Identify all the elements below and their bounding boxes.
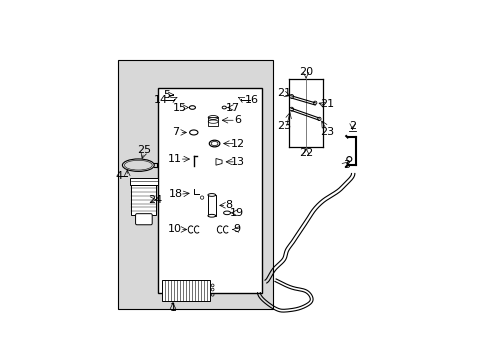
Text: 16: 16 [244,95,258,105]
Bar [207,195,215,216]
Bar [208,117,218,126]
Text: 25: 25 [137,145,151,155]
Text: 23: 23 [276,121,290,131]
Text: 18: 18 [168,189,183,199]
Ellipse shape [207,214,215,217]
Bar [131,185,156,215]
Text: 20: 20 [298,67,312,77]
Text: 4: 4 [116,171,122,181]
Text: 15: 15 [173,103,186,113]
Text: 3: 3 [342,160,349,170]
Text: 7: 7 [172,127,179,138]
Text: 2: 2 [348,121,355,131]
Text: 12: 12 [231,139,244,149]
Text: 21: 21 [320,99,334,109]
Text: 17: 17 [225,103,240,113]
Text: 19: 19 [230,208,244,218]
Text: 23: 23 [320,127,334,137]
Bar [117,60,272,309]
Bar [130,177,158,185]
Ellipse shape [207,194,215,196]
Text: 8: 8 [224,201,231,210]
Text: 13: 13 [231,157,244,167]
Bar [162,280,210,301]
Bar [158,87,261,293]
Text: 11: 11 [168,154,182,164]
Text: 21: 21 [276,87,290,98]
Text: 10: 10 [168,225,182,234]
Text: 14: 14 [154,95,168,105]
Text: 6: 6 [234,115,241,125]
Text: 1: 1 [169,303,176,313]
Text: 22: 22 [298,148,312,158]
Text: 5: 5 [163,90,170,100]
Text: 24: 24 [147,195,162,205]
Text: 9: 9 [233,225,241,234]
FancyBboxPatch shape [135,214,152,225]
